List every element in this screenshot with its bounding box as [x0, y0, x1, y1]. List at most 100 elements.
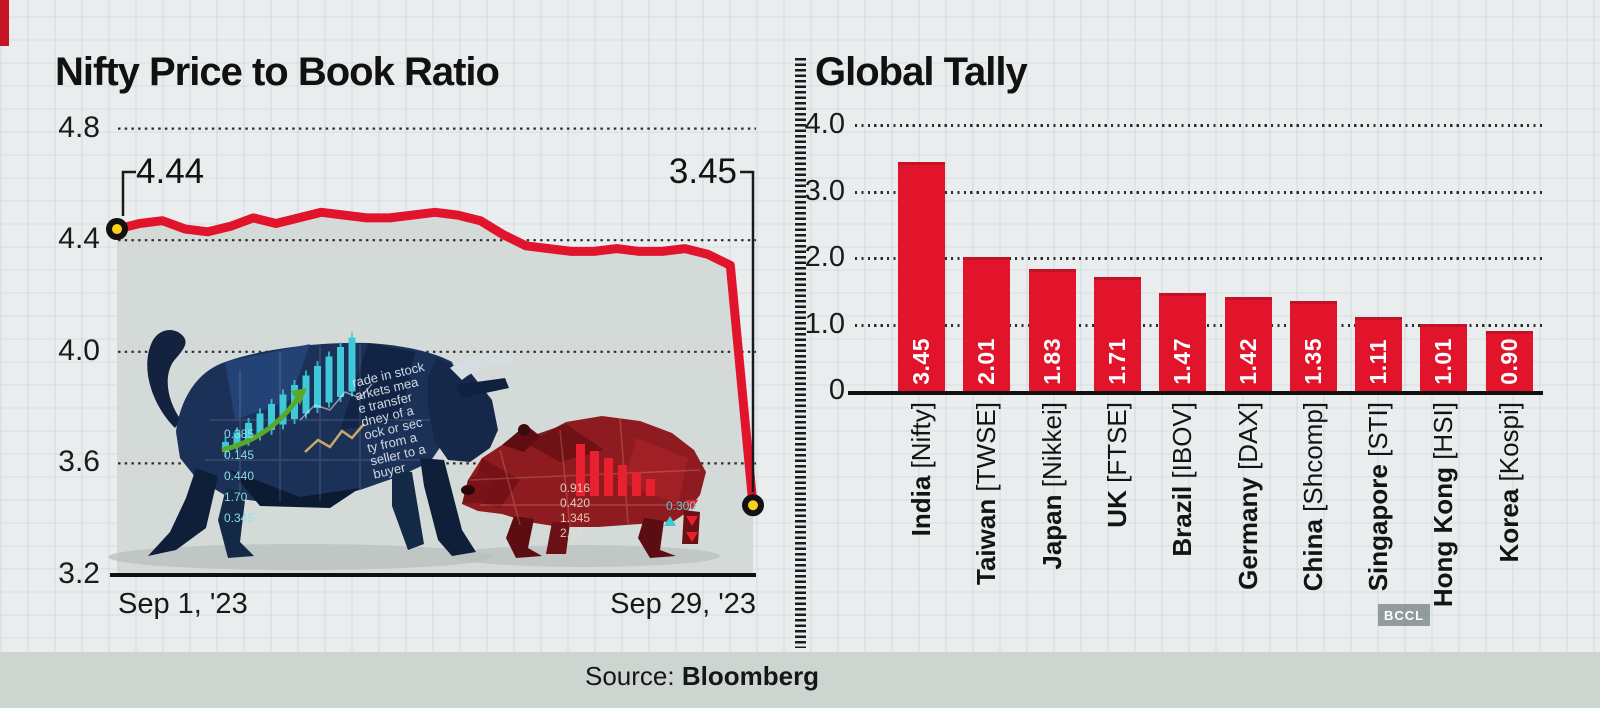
bccl-watermark: BCCL: [1378, 604, 1430, 626]
source-name: Bloomberg: [681, 661, 820, 691]
category-country: India: [906, 475, 936, 537]
bar-value-label: 1.01: [1430, 338, 1457, 385]
bar-category-label: Singapore [STI]: [1363, 402, 1394, 591]
right-y-tick-label: 3.0: [804, 174, 845, 207]
bar-singapore: 1.11: [1355, 317, 1403, 391]
source-credit: Source: Bloomberg: [585, 661, 819, 692]
left-y-tick-label: 3.2: [58, 557, 100, 590]
category-country: China: [1297, 519, 1328, 592]
right-gridline: [855, 124, 1543, 127]
left-y-tick-label: 4.0: [58, 333, 100, 367]
start-point-marker: [106, 218, 128, 241]
bar-india: 3.45: [898, 161, 945, 391]
bar-category-label: Germany [DAX]: [1233, 402, 1264, 590]
category-country: Brazil: [1167, 485, 1198, 557]
bar-germany: 1.42: [1224, 296, 1272, 391]
bar-category-label: Hong Kong [HSI]: [1428, 402, 1459, 607]
bar-category-label: Japan [Nikkei]: [1037, 402, 1068, 570]
source-prefix: Source:: [585, 661, 675, 691]
corner-accent-bar: [0, 0, 9, 46]
category-index: [Shcomp]: [1297, 402, 1328, 512]
category-index: [IBOV]: [1167, 402, 1198, 479]
bull-decor-number: 0.345: [224, 511, 254, 525]
right-y-tick-label: 0: [828, 374, 845, 406]
left-y-tick-label: 3.6: [58, 445, 100, 479]
end-value-annotation: 3.45: [668, 152, 737, 191]
bar-taiwan: 2.01: [963, 257, 1011, 391]
bull-decor-number: 0.440: [224, 469, 254, 483]
bar-brazil: 1.47: [1159, 293, 1207, 391]
start-annotation-bracket: [121, 170, 136, 217]
category-country: Korea: [1493, 488, 1524, 563]
category-index: [HSI]: [1428, 402, 1459, 460]
bar-value-label: 1.42: [1234, 338, 1261, 385]
bar-chart-baseline: [848, 391, 1543, 395]
green-arrowhead-icon: [291, 388, 307, 405]
bar-korea: 0.90: [1485, 331, 1533, 391]
bar-value-label: 1.35: [1299, 338, 1326, 385]
bear-decor-number: 1.345: [560, 511, 590, 525]
bar-value-label: 3.45: [908, 338, 934, 385]
bar-value-label: 1.83: [1038, 338, 1065, 385]
bar-uk: 1.71: [1093, 277, 1141, 391]
category-index: [STI]: [1363, 402, 1394, 457]
category-index: [FTSE]: [1101, 402, 1132, 483]
bull-decor-text: buyer: [372, 460, 408, 482]
bar-value-label: 1.47: [1169, 338, 1196, 385]
end-point-marker: [742, 494, 764, 517]
bar-value-label: 0.90: [1495, 338, 1522, 385]
bar-value-label: 1.71: [1103, 338, 1130, 385]
bear-decor-number: 2.14: [560, 526, 584, 540]
green-up-arrow-icon: [221, 396, 301, 453]
right-y-tick-label: 4.0: [804, 108, 845, 140]
left-y-tick-label: 4.4: [58, 222, 100, 256]
bar-category-label: Brazil [IBOV]: [1167, 402, 1198, 557]
category-country: Hong Kong: [1428, 467, 1459, 608]
end-annotation-bracket: [740, 170, 755, 493]
bull-decor-number: 0.145: [224, 448, 254, 462]
category-country: Japan: [1036, 494, 1067, 570]
category-country: Singapore: [1363, 464, 1394, 592]
category-country: Taiwan: [971, 498, 1002, 585]
bar-value-label: 2.01: [973, 338, 1000, 385]
category-index: [Kospi]: [1493, 402, 1524, 482]
bar-japan: 1.83: [1028, 269, 1076, 391]
bar-category-label: Taiwan [TWSE]: [971, 402, 1002, 585]
category-index: [Nikkei]: [1036, 402, 1067, 488]
bear-decor-number: 0.916: [560, 481, 590, 495]
bar-category-label: China [Shcomp]: [1298, 402, 1329, 591]
panel-divider: [795, 58, 806, 648]
pb-ratio-line: [112, 207, 758, 510]
x-axis-date-end: Sep 29, '23: [610, 588, 756, 620]
bar-category-label: India [Nifty]: [906, 402, 937, 536]
x-axis-date-start: Sep 1, '23: [118, 588, 248, 620]
right-chart-title: Global Tally: [815, 50, 1028, 94]
bar-value-label: 1.11: [1365, 339, 1392, 385]
footer-band: Source: Bloomberg: [0, 652, 1600, 708]
right-y-tick-label: 2.0: [804, 241, 845, 273]
bar-china: 1.35: [1289, 301, 1337, 391]
right-gridline: [855, 257, 1543, 260]
bull-decor-number: 0.385: [224, 427, 254, 441]
bar-category-label: Korea [Kospi]: [1494, 402, 1525, 562]
category-index: [DAX]: [1232, 402, 1263, 470]
category-index: [TWSE]: [971, 402, 1002, 492]
left-chart-title: Nifty Price to Book Ratio: [55, 50, 500, 94]
start-value-annotation: 4.44: [136, 152, 205, 191]
bull-shadow: [108, 544, 492, 570]
bar-category-label: UK [FTSE]: [1102, 402, 1133, 528]
bull-decor-number: 1.70: [224, 490, 248, 504]
right-gridline: [855, 190, 1543, 194]
bear-decor-number: 0.420: [560, 496, 590, 510]
category-country: UK: [1101, 490, 1132, 528]
left-y-tick-label: 4.8: [58, 110, 100, 144]
right-y-tick-label: 1.0: [804, 307, 845, 340]
category-country: Germany: [1232, 477, 1263, 590]
bar-hong-kong: 1.01: [1420, 323, 1468, 391]
category-index: [Nifty]: [906, 402, 936, 469]
